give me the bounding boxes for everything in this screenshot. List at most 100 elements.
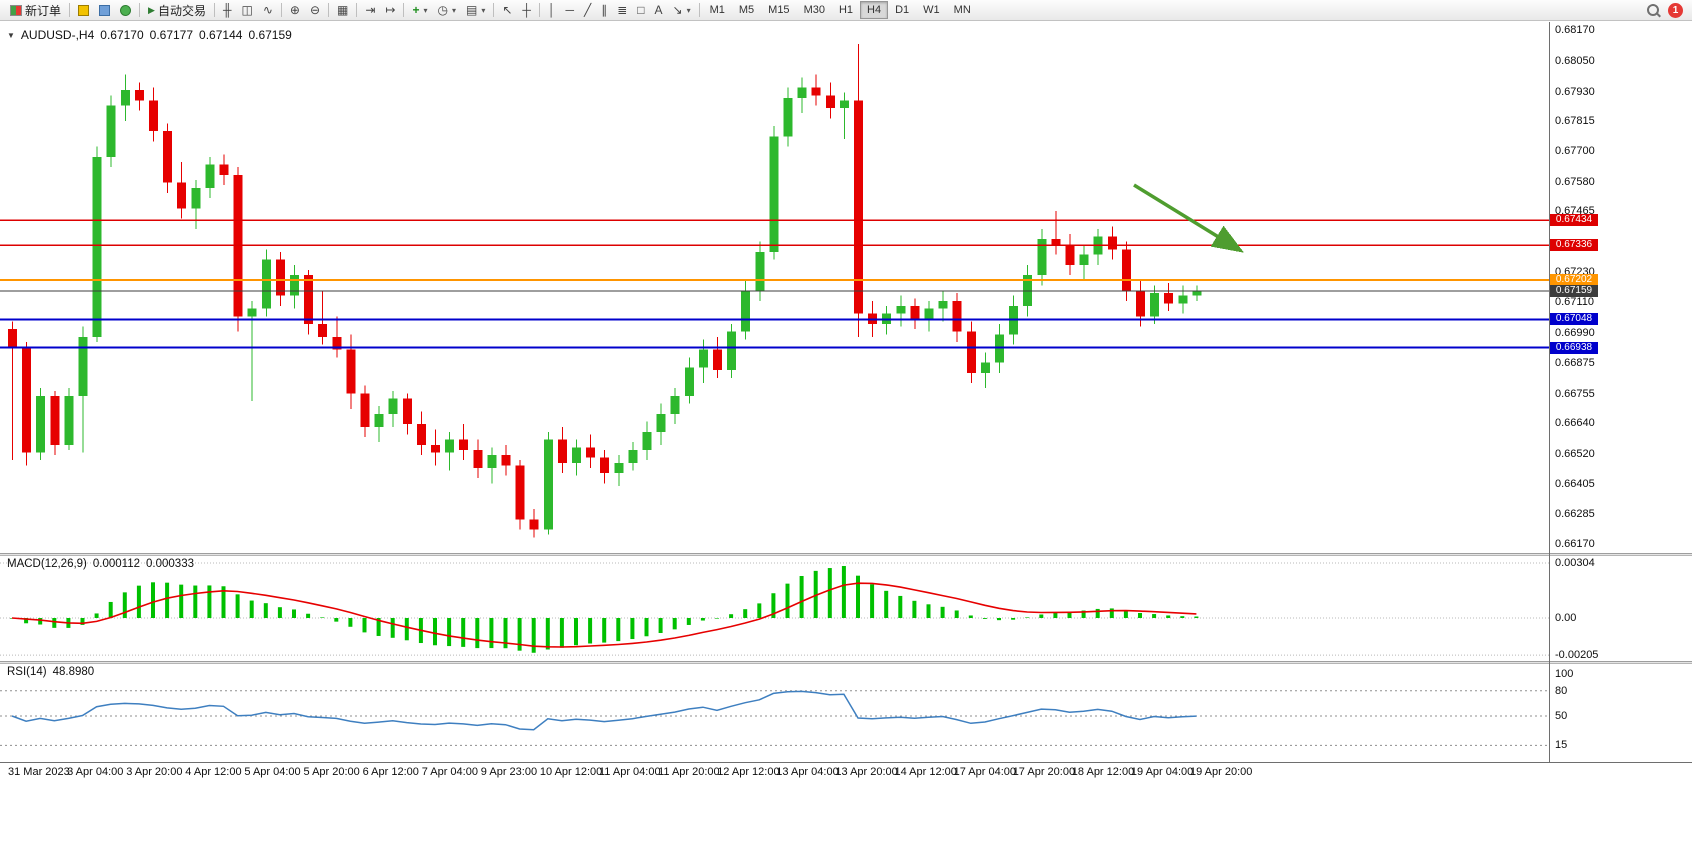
axis-tick-label: 100 bbox=[1555, 668, 1574, 680]
scroll-to-end-button[interactable]: ⇥ bbox=[360, 1, 380, 19]
bull-candle bbox=[656, 413, 666, 432]
search-icon[interactable] bbox=[1646, 3, 1661, 18]
timeframe-m30-button[interactable]: M30 bbox=[797, 1, 832, 19]
shapes-button[interactable]: □ bbox=[632, 1, 649, 19]
time-axis-label: 11 Apr 04:00 bbox=[599, 766, 661, 778]
macd-histogram-bar bbox=[968, 615, 973, 618]
bear-candle bbox=[1065, 244, 1075, 265]
time-axis[interactable]: 31 Mar 2023 3 Apr 04:00 3 Apr 20:00 4 Apr 1… bbox=[0, 766, 1549, 782]
arrows-button[interactable]: ↘ ▾ bbox=[668, 1, 696, 19]
bull-candle bbox=[191, 187, 201, 209]
toolbar-separator bbox=[538, 3, 540, 17]
market-watch-icon bbox=[78, 4, 90, 16]
cursor-button[interactable]: ↖ bbox=[497, 1, 517, 19]
chart-candles-button[interactable]: ◫ bbox=[236, 1, 257, 19]
bear-candle bbox=[219, 164, 229, 175]
vertical-line-icon: │ bbox=[547, 3, 556, 17]
bull-candle bbox=[247, 308, 257, 317]
bull-candle bbox=[938, 300, 948, 309]
auto-trading-button[interactable]: ▶ 自动交易 bbox=[143, 1, 211, 19]
rsi-value: 48.8980 bbox=[52, 666, 95, 678]
macd-histogram-bar bbox=[531, 618, 536, 653]
axis-tick-label: 15 bbox=[1555, 739, 1568, 752]
macd-histogram-bar bbox=[404, 618, 409, 641]
bear-candle bbox=[134, 90, 144, 101]
bull-candle bbox=[670, 395, 680, 414]
chart-shift-button[interactable]: ↦ bbox=[380, 1, 400, 19]
bull-candle bbox=[1178, 295, 1188, 304]
macd-histogram-bar bbox=[1109, 608, 1114, 618]
bull-candle bbox=[78, 336, 88, 396]
chart-line-button[interactable]: ∿ bbox=[258, 1, 278, 19]
panel-splitter[interactable] bbox=[0, 553, 1692, 556]
macd-histogram-bar bbox=[348, 618, 353, 627]
tile-windows-button[interactable]: ▦ bbox=[332, 1, 353, 19]
crosshair-button[interactable]: ┼ bbox=[517, 1, 536, 19]
timeframe-w1-button[interactable]: W1 bbox=[916, 1, 947, 19]
price-level-tag: 0.67048 bbox=[1550, 313, 1598, 326]
horizontal-line-button[interactable]: ─ bbox=[560, 1, 579, 19]
time-axis-label: 13 Apr 04:00 bbox=[776, 766, 839, 778]
main-chart-plot[interactable] bbox=[0, 22, 1549, 553]
macd-histogram-bar bbox=[686, 618, 691, 625]
navigator-button[interactable] bbox=[115, 1, 136, 19]
timeframe-m5-button[interactable]: M5 bbox=[732, 1, 761, 19]
bull-candle bbox=[684, 367, 694, 396]
text-icon: A bbox=[654, 3, 663, 17]
price-axis[interactable]: 0.68170 0.68050 0.67930 0.67815 0.67700 0.675… bbox=[1550, 0, 1692, 848]
bear-candle bbox=[1164, 293, 1174, 304]
zoom-in-button[interactable]: ⊕ bbox=[285, 1, 305, 19]
timeframe-m15-button[interactable]: M15 bbox=[761, 1, 796, 19]
macd-histogram-bar bbox=[602, 618, 607, 643]
macd-histogram-bar bbox=[841, 566, 846, 618]
trendline-button[interactable]: ╱ bbox=[579, 1, 596, 19]
bull-candle bbox=[290, 275, 299, 296]
fibonacci-button[interactable]: ≣ bbox=[612, 1, 632, 19]
rsi-panel-plot[interactable] bbox=[0, 664, 1549, 762]
channel-button[interactable]: ∥ bbox=[596, 1, 612, 19]
axis-tick-label: -0.00205 bbox=[1555, 649, 1599, 662]
panel-splitter[interactable] bbox=[0, 661, 1692, 664]
vertical-line-button[interactable]: │ bbox=[543, 1, 561, 19]
data-window-button[interactable] bbox=[94, 1, 115, 19]
macd-histogram-bar bbox=[193, 585, 198, 618]
axis-tick-label: 0.66405 bbox=[1555, 477, 1595, 490]
periods-button[interactable]: ◷ ▾ bbox=[433, 1, 462, 19]
macd-histogram-bar bbox=[503, 618, 508, 649]
trend-arrow-annotation[interactable] bbox=[1133, 183, 1244, 253]
macd-histogram-bar bbox=[954, 610, 959, 618]
text-button[interactable]: A bbox=[650, 1, 668, 19]
bull-candle bbox=[727, 331, 737, 371]
zoom-out-button[interactable]: ⊖ bbox=[305, 1, 325, 19]
toolbar-separator bbox=[69, 3, 71, 17]
zoom-in-icon: ⊕ bbox=[289, 3, 300, 17]
macd-histogram-bar bbox=[1081, 610, 1086, 618]
templates-button[interactable]: ▤ ▾ bbox=[461, 1, 490, 19]
bull-candle bbox=[741, 290, 751, 332]
market-watch-button[interactable] bbox=[73, 1, 94, 19]
timeframe-h4-button[interactable]: H4 bbox=[860, 1, 889, 19]
auto-trading-label: 自动交易 bbox=[157, 3, 206, 18]
new-order-button[interactable]: 新订单 bbox=[5, 1, 66, 19]
symbol-name: AUDUSD-,H4 bbox=[20, 28, 95, 42]
timeframe-mn-button[interactable]: MN bbox=[947, 1, 978, 19]
notification-badge[interactable]: 1 bbox=[1668, 2, 1683, 18]
trendline-icon: ╱ bbox=[583, 3, 592, 17]
timeframe-m1-button[interactable]: M1 bbox=[703, 1, 732, 19]
macd-histogram-bar bbox=[433, 618, 437, 646]
chart-menu-icon[interactable]: ▼ bbox=[7, 30, 15, 40]
chart-bars-button[interactable]: ╫ bbox=[218, 1, 237, 19]
macd-histogram-bar bbox=[489, 618, 494, 649]
toolbar-separator bbox=[403, 3, 405, 17]
timeframe-d1-button[interactable]: D1 bbox=[888, 1, 916, 19]
macd-label: MACD(12,26,9) 0.000112 0.000333 bbox=[7, 558, 194, 570]
new-order-label: 新订单 bbox=[25, 3, 62, 18]
indicators-button[interactable]: + ▾ bbox=[407, 1, 432, 19]
macd-histogram-bar bbox=[24, 618, 29, 624]
zoom-out-icon: ⊖ bbox=[309, 3, 320, 17]
axis-tick-label: 0.66875 bbox=[1555, 356, 1595, 369]
time-axis-label: 19 Apr 04:00 bbox=[1130, 766, 1194, 778]
timeframe-h1-button[interactable]: H1 bbox=[832, 1, 860, 19]
macd-panel-plot[interactable] bbox=[0, 556, 1549, 661]
